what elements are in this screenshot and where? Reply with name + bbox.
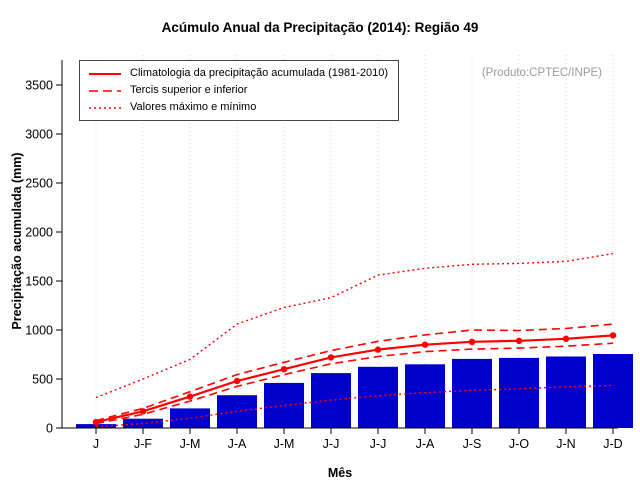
legend-line-dashed-icon (89, 89, 121, 92)
series-line-climatologia (95, 334, 614, 424)
bars-accumulated-2014 (76, 354, 633, 429)
svg-text:J-D: J-D (603, 437, 622, 451)
legend-line-solid-icon (89, 72, 121, 75)
svg-text:2500: 2500 (25, 177, 53, 191)
legend-item-tercis: Tercis superior e inferior (88, 83, 388, 98)
svg-text:J-O: J-O (509, 437, 529, 451)
svg-text:J-A: J-A (416, 437, 435, 451)
legend-label: Tercis superior e inferior (130, 84, 248, 96)
legend-item-climatologia: Climatologia da precipitação acumulada (… (88, 66, 388, 81)
svg-text:J-F: J-F (134, 437, 152, 451)
series-line-minimo (95, 384, 614, 428)
legend-label: Valores máximo e mínimo (130, 101, 257, 113)
svg-text:500: 500 (32, 373, 53, 387)
legend-line-dotted-icon (89, 106, 121, 109)
svg-text:J-M: J-M (180, 437, 201, 451)
svg-text:J-J: J-J (323, 437, 340, 451)
svg-text:J-S: J-S (463, 437, 482, 451)
legend-item-max-min: Valores máximo e mínimo (88, 100, 388, 115)
series-line-tercil-inferior (95, 342, 614, 425)
svg-text:3500: 3500 (25, 79, 53, 93)
product-annotation: (Produto:CPTEC/INPE) (481, 67, 602, 79)
y-axis-label: Precipitação acumulada (mm) (10, 152, 24, 330)
svg-text:J: J (93, 437, 99, 451)
svg-text:J-M: J-M (274, 437, 295, 451)
x-axis-label: Mês (327, 466, 353, 480)
series-markers-climatologia (92, 332, 617, 426)
svg-text:0: 0 (46, 422, 53, 436)
series-line-tercil-superior (95, 323, 614, 422)
legend-label: Climatologia da precipitação acumulada (… (130, 67, 389, 79)
axes (56, 60, 618, 434)
legend: Climatologia da precipitação acumulada (… (79, 60, 400, 121)
svg-text:J-A: J-A (228, 437, 247, 451)
svg-text:J-J: J-J (370, 437, 387, 451)
svg-text:3000: 3000 (25, 128, 53, 142)
tick-labels: 0 500 1000 1500 2000 2500 3000 3500 J J-F J-M J-A J-… (25, 79, 623, 452)
chart-title: Acúmulo Anual da Precipitação (2014): Re… (161, 20, 479, 35)
svg-text:J-N: J-N (556, 437, 575, 451)
svg-text:1500: 1500 (25, 275, 53, 289)
svg-text:1000: 1000 (25, 324, 53, 338)
svg-text:2000: 2000 (25, 226, 53, 240)
